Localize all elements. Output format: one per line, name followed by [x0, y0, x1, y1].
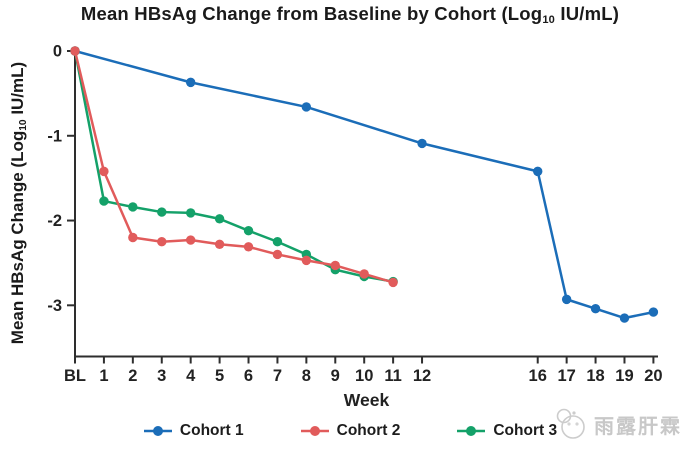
data-point-cohort-3 [214, 214, 225, 224]
legend: Cohort 1 Cohort 2 Cohort 3 [0, 422, 700, 440]
data-point-cohort-1 [619, 313, 630, 323]
data-point-cohort-3 [185, 208, 196, 218]
panda-logo-icon [556, 408, 585, 439]
x-tick-label: 1 [99, 367, 108, 385]
data-point-cohort-2 [359, 269, 369, 279]
data-point-cohort-2 [70, 46, 80, 56]
data-point-cohort-3 [243, 226, 254, 236]
data-point-cohort-3 [157, 207, 167, 217]
data-point-cohort-2 [128, 232, 138, 243]
legend-label-cohort-2: Cohort 2 [336, 422, 401, 439]
chart-title-subscript: 10 [542, 13, 556, 26]
data-point-cohort-2 [388, 277, 398, 288]
data-point-cohort-2 [272, 249, 283, 260]
data-point-cohort-1 [417, 138, 427, 149]
series-line-cohort-3 [73, 49, 395, 283]
data-point-cohort-2 [214, 239, 225, 249]
x-tick-label: 6 [244, 367, 253, 385]
series-line-cohort-2 [73, 49, 395, 284]
data-point-cohort-1 [185, 77, 196, 88]
legend-item-cohort-2: Cohort 2 [300, 422, 401, 440]
x-tick-label: 17 [557, 367, 575, 385]
x-tick-label: 20 [644, 367, 662, 385]
legend-marker-cohort-1 [143, 426, 172, 436]
y-tick-label: -2 [47, 212, 62, 230]
data-point-cohort-3 [99, 196, 109, 206]
data-point-cohort-2 [99, 166, 109, 177]
x-tick-label: 7 [273, 367, 282, 385]
x-tick-label: 12 [413, 367, 431, 385]
y-tick-label: -1 [47, 127, 62, 145]
data-point-cohort-1 [648, 307, 659, 317]
legend-label-cohort-3: Cohort 3 [493, 422, 558, 439]
x-tick-label: 18 [586, 367, 604, 385]
data-point-cohort-2 [157, 237, 167, 247]
data-point-cohort-1 [561, 294, 572, 305]
data-point-cohort-2 [330, 260, 340, 271]
x-tick-label: 5 [215, 367, 224, 385]
x-tick-label: 2 [128, 367, 137, 385]
data-point-cohort-1 [533, 166, 543, 177]
x-tick-label: 19 [615, 367, 633, 385]
y-tick-label: 0 [53, 43, 62, 61]
x-axis-title: Week [344, 390, 390, 410]
chart-title-units: IU/mL) [555, 3, 620, 24]
data-point-cohort-3 [128, 202, 138, 212]
axes [74, 47, 658, 358]
legend-marker-cohort-2 [300, 426, 329, 436]
x-tick-label: 9 [331, 367, 340, 385]
y-tick-label: -3 [47, 297, 62, 315]
x-tick-label: BL [64, 367, 86, 385]
chart-title-text: Mean HBsAg Change from Baseline by Cohor… [80, 3, 543, 24]
x-tick-label: 11 [384, 367, 401, 385]
legend-marker-cohort-3 [457, 426, 486, 436]
x-tick-label: 10 [355, 367, 373, 385]
legend-item-cohort-1: Cohort 1 [143, 422, 244, 440]
data-point-cohort-2 [185, 235, 196, 245]
data-point-cohort-1 [590, 304, 601, 314]
data-point-cohort-2 [301, 255, 312, 266]
data-point-cohort-1 [301, 102, 312, 112]
legend-label-cohort-1: Cohort 1 [179, 422, 244, 439]
watermark-text: 雨露肝霖 [594, 415, 682, 438]
x-tick-label: 8 [302, 367, 311, 385]
legend-item-cohort-3: Cohort 3 [456, 422, 557, 440]
x-tick-label: 4 [186, 367, 196, 385]
data-point-cohort-2 [243, 242, 254, 252]
chart-title: Mean HBsAg Change from Baseline by Cohor… [0, 3, 700, 25]
x-tick-label: 3 [157, 367, 166, 385]
x-tick-label: 16 [529, 367, 547, 385]
data-point-cohort-3 [272, 237, 283, 247]
watermark: 雨露肝霖 [552, 402, 700, 446]
